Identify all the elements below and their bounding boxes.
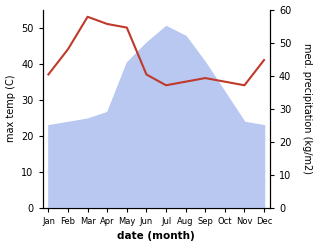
X-axis label: date (month): date (month) — [117, 231, 195, 242]
Y-axis label: max temp (C): max temp (C) — [5, 75, 16, 143]
Y-axis label: med. precipitation (kg/m2): med. precipitation (kg/m2) — [302, 43, 313, 174]
